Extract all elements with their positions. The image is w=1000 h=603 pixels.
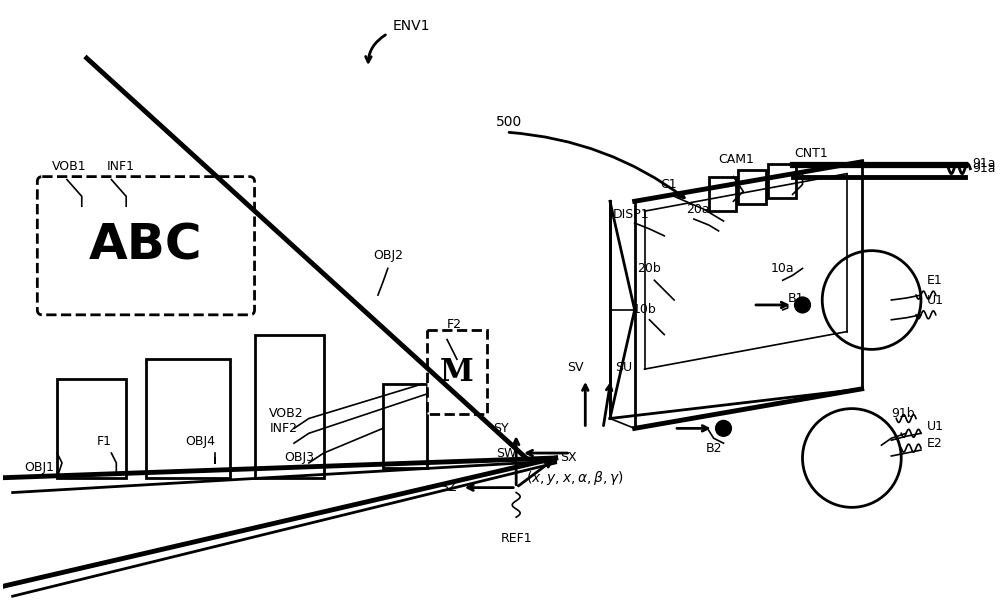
Bar <box>255 335 324 478</box>
Text: C1: C1 <box>660 178 677 191</box>
Text: VOB2: VOB2 <box>269 407 304 420</box>
Text: SY: SY <box>493 422 508 435</box>
Bar <box>427 330 487 414</box>
Text: REF1: REF1 <box>500 532 532 545</box>
Text: SZ: SZ <box>440 481 457 494</box>
Text: 91b: 91b <box>891 407 915 420</box>
Text: INF2: INF2 <box>269 422 297 435</box>
Bar <box>768 164 796 198</box>
Text: ABC: ABC <box>89 222 203 270</box>
Text: M: M <box>440 356 474 388</box>
Text: OBJ4: OBJ4 <box>185 435 215 447</box>
Bar <box>738 169 766 204</box>
Bar <box>383 384 427 468</box>
Text: $(x,y,x,\alpha,\beta,\gamma)$: $(x,y,x,\alpha,\beta,\gamma)$ <box>526 469 624 487</box>
Text: U1: U1 <box>927 420 944 433</box>
Text: SW: SW <box>496 447 516 459</box>
Text: 91a: 91a <box>972 162 996 175</box>
Text: CAM1: CAM1 <box>719 153 754 166</box>
Circle shape <box>716 420 731 436</box>
Text: U1: U1 <box>927 294 944 306</box>
Bar <box>146 359 230 478</box>
Text: DISP1: DISP1 <box>613 207 650 221</box>
Text: INF1: INF1 <box>106 160 134 173</box>
Text: SX: SX <box>561 452 577 464</box>
Text: E1: E1 <box>927 274 943 287</box>
Text: OBJ3: OBJ3 <box>284 452 314 464</box>
Text: SU: SU <box>615 361 632 374</box>
Text: B2: B2 <box>706 441 722 455</box>
Text: E2: E2 <box>927 437 943 450</box>
Text: ENV1: ENV1 <box>393 19 430 33</box>
Text: 10a: 10a <box>771 262 795 275</box>
Text: F2: F2 <box>447 318 462 331</box>
Text: 500: 500 <box>496 115 523 129</box>
Text: 10b: 10b <box>633 303 656 317</box>
Bar <box>709 177 736 211</box>
Text: 91a: 91a <box>972 157 996 170</box>
Bar <box>57 379 126 478</box>
Text: VOB1: VOB1 <box>52 160 87 173</box>
Text: F1: F1 <box>97 435 112 447</box>
Text: SV: SV <box>567 361 583 374</box>
FancyBboxPatch shape <box>37 177 255 315</box>
Circle shape <box>795 297 810 313</box>
Text: OBJ1: OBJ1 <box>24 461 54 475</box>
Text: 20b: 20b <box>637 262 660 275</box>
Text: 20a: 20a <box>686 203 710 216</box>
Text: OBJ2: OBJ2 <box>373 249 403 262</box>
Text: CNT1: CNT1 <box>795 147 828 160</box>
Text: B1: B1 <box>788 291 804 305</box>
